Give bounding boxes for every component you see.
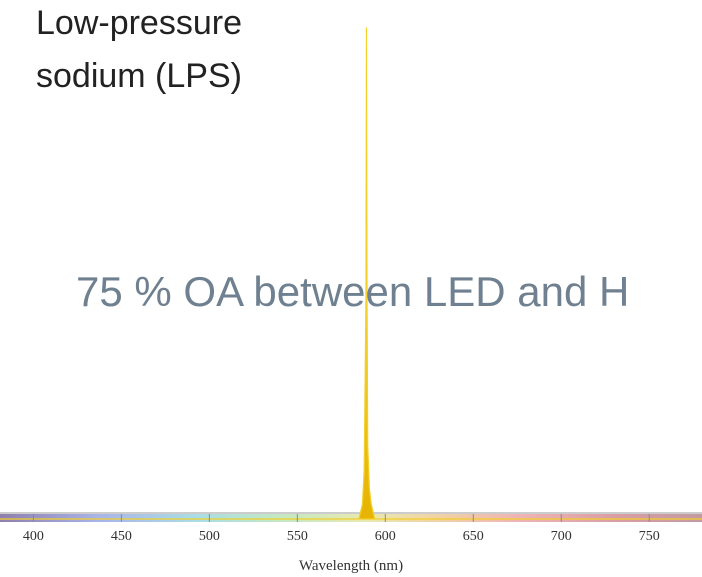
spectral-color-bar — [0, 514, 702, 522]
overlay-caption: 75 % OA between LED and H — [76, 268, 629, 315]
chart-title-line-1: Low-pressure — [36, 4, 242, 42]
x-tick-label: 550 — [287, 529, 308, 544]
x-tick-label: 450 — [111, 529, 132, 544]
x-tick-label: 750 — [639, 529, 660, 544]
x-tick-labels: 400 450 500 550 600 650 700 750 — [23, 514, 660, 544]
x-tick-label: 500 — [199, 529, 220, 544]
x-axis-label: Wavelength (nm) — [299, 558, 403, 574]
x-tick-label: 600 — [375, 529, 396, 544]
x-tick-label: 700 — [551, 529, 572, 544]
series-line-lps-spectrum — [0, 27, 702, 520]
chart-title-line-2: sodium (LPS) — [36, 57, 242, 95]
x-tick-label: 650 — [463, 529, 484, 544]
x-tick-label: 400 — [23, 529, 44, 544]
